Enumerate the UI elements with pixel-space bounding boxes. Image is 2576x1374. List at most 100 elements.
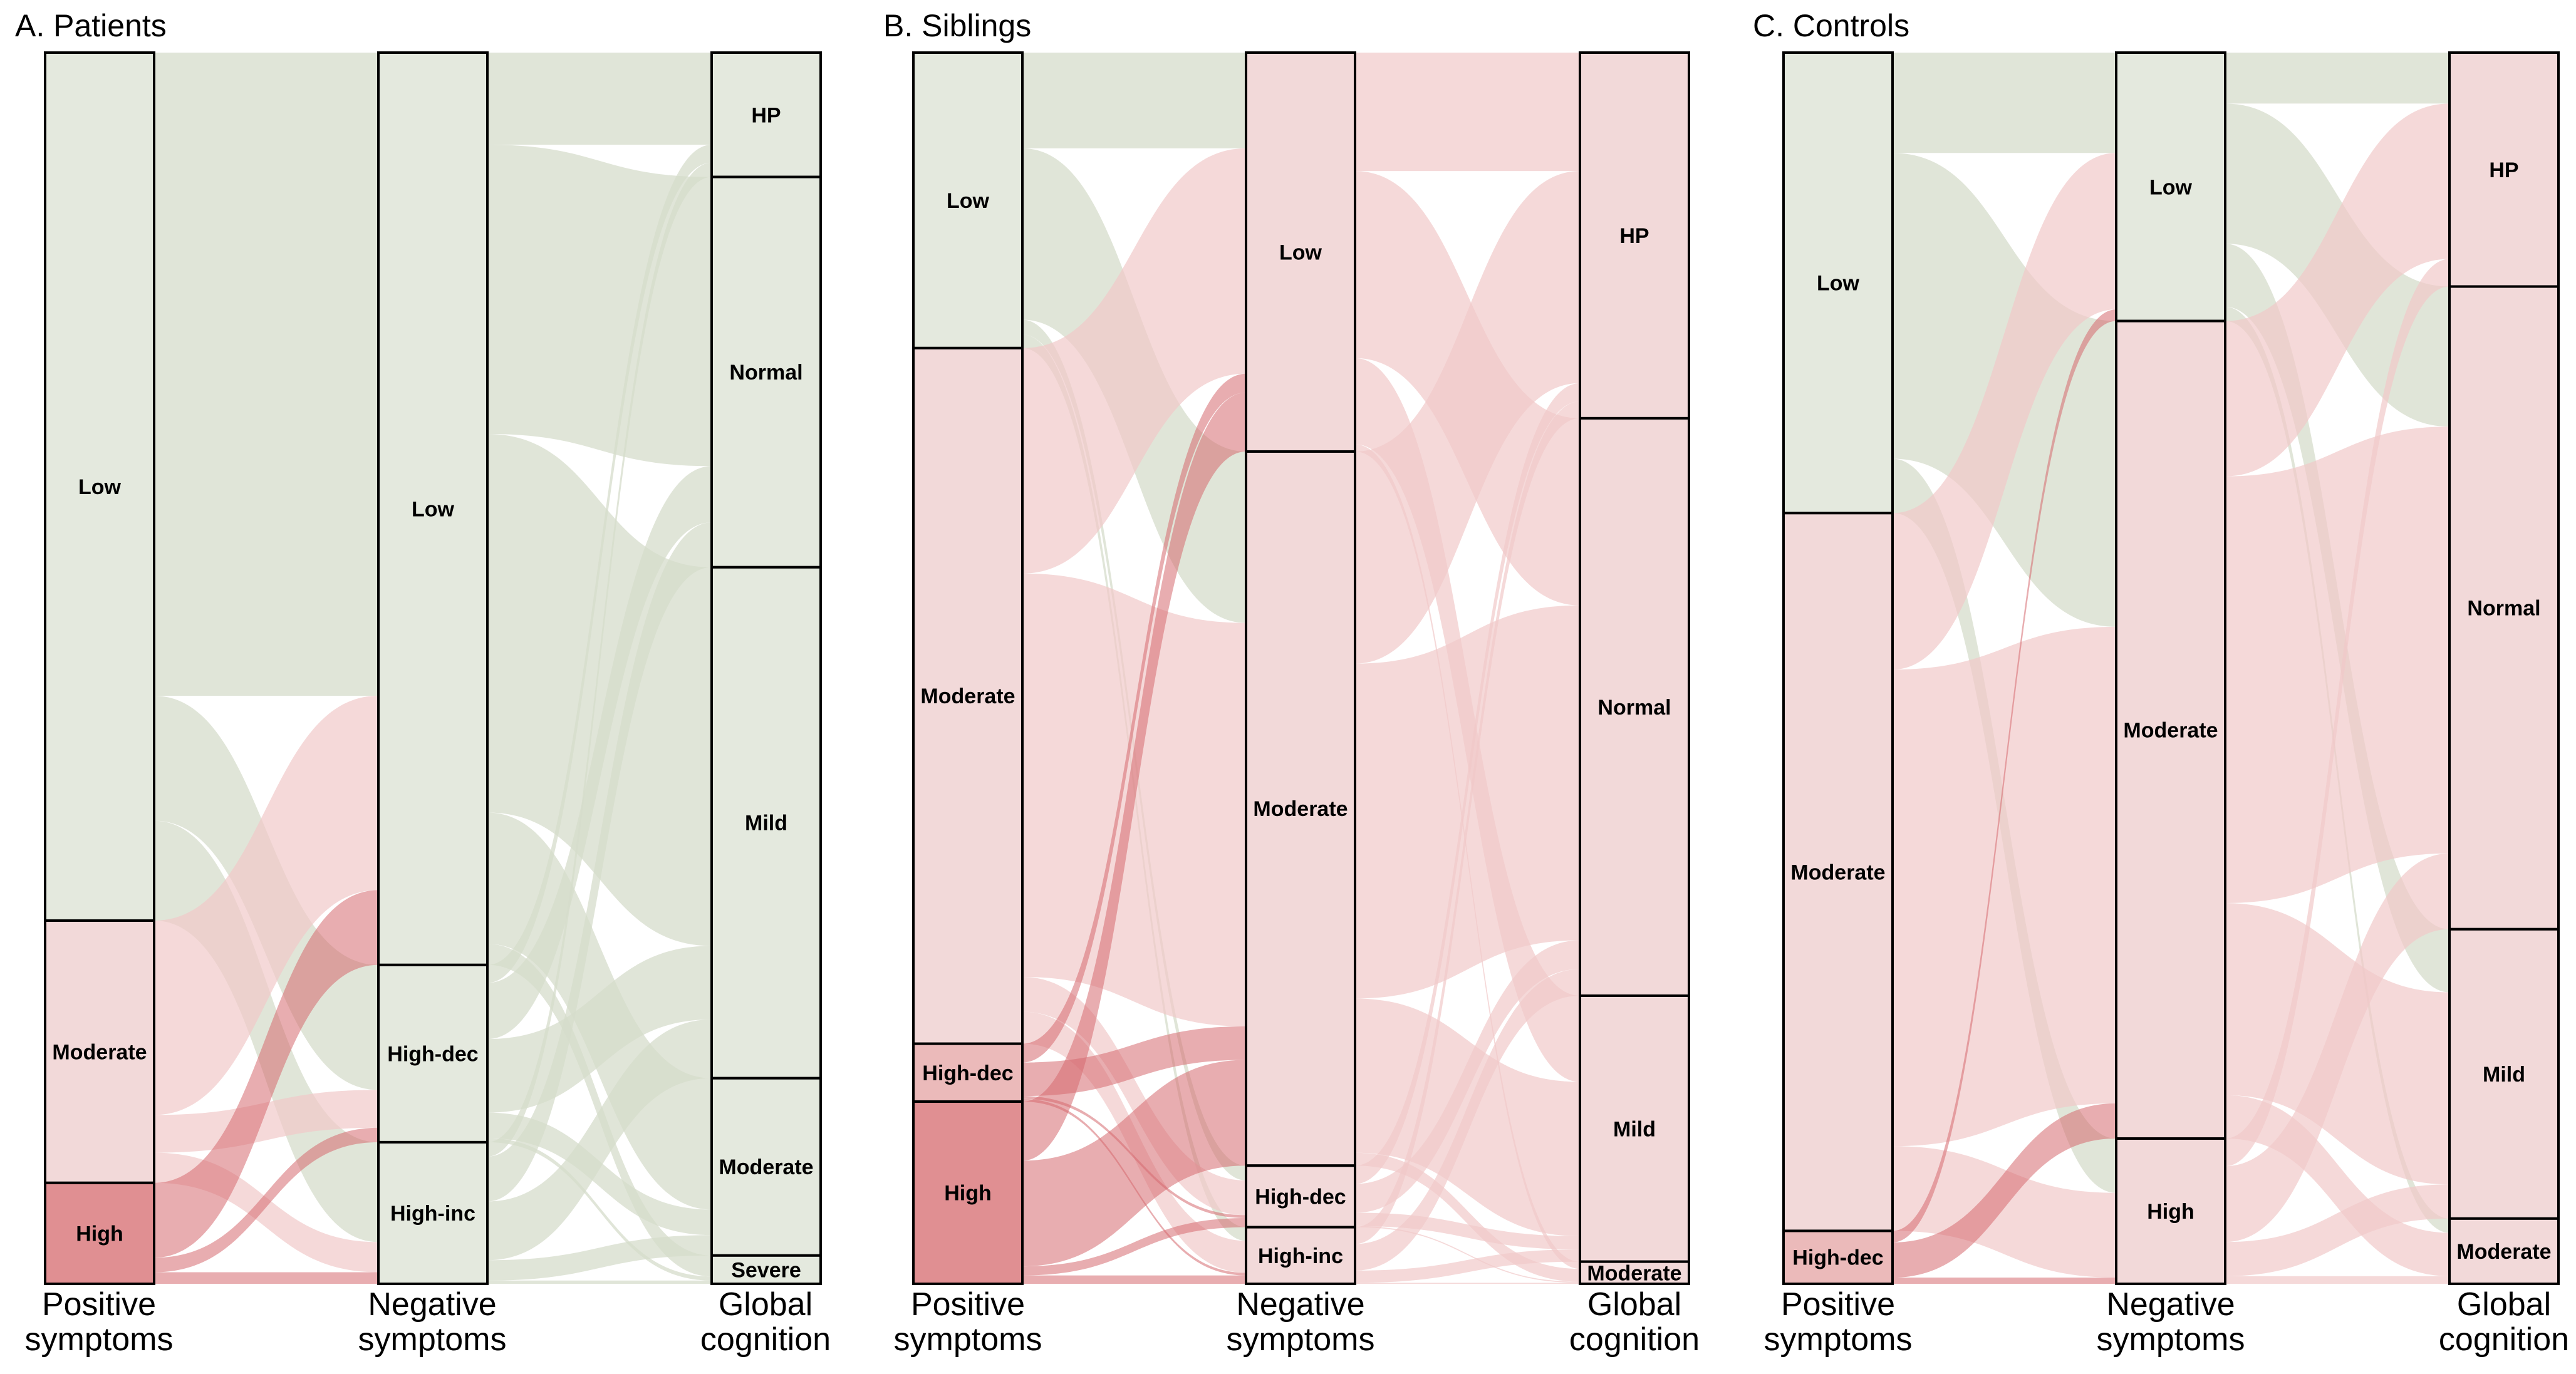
- node-label-hp: HP: [751, 103, 781, 127]
- node-low: [1245, 51, 1356, 453]
- flow-0-1-1: [1893, 626, 2116, 1147]
- flow-1-2-0: [487, 162, 712, 1157]
- axis-bar-positive-symptoms: Low Moderate High: [44, 51, 155, 1285]
- flow-1-2-0: [1355, 383, 1580, 1184]
- panel-title: C. Controls: [1753, 8, 1909, 43]
- node-high-dec: [1245, 1164, 1356, 1229]
- flow-1-2-0: [2225, 259, 2449, 1167]
- node-moderate: [2115, 319, 2226, 1140]
- flow-1-1-4: [487, 1138, 712, 1281]
- flow-0-2-0: [1022, 373, 1246, 1063]
- node-label-moderate: Moderate: [2123, 718, 2218, 742]
- node-label-low: Low: [2149, 175, 2193, 199]
- node-label-low: Low: [947, 189, 990, 213]
- axis-name-negative: Negative symptoms: [1227, 1286, 1375, 1358]
- flow-1-0-0: [487, 53, 712, 145]
- panel-controls: C. Controls Low Moderate High-dec Low Modera…: [1753, 8, 2569, 1358]
- node-moderate: [912, 346, 1024, 1045]
- flow-1-3-3: [1355, 1283, 1580, 1284]
- node-label-hp: HP: [1619, 224, 1649, 248]
- axis-name-cognition: Global cognition: [700, 1286, 831, 1358]
- flow-1-2-2: [2225, 1184, 2449, 1276]
- node-label-moderate: Moderate: [2456, 1240, 2551, 1264]
- node-label-normal: Normal: [1597, 696, 1671, 720]
- flow-0-2-0: [154, 890, 378, 1258]
- node-label-high: High: [2147, 1200, 2194, 1224]
- flow-0-2-2: [154, 1272, 378, 1284]
- axis-bar-global-cognition: HP Normal Mild Moderate: [2448, 51, 2560, 1285]
- flow-1-0-4: [487, 944, 712, 1277]
- node-layer: Low Moderate High-dec High Low Moderate High-d…: [912, 51, 1690, 1286]
- node-moderate: [2448, 1217, 2560, 1285]
- flow-0-3-3: [1022, 1275, 1246, 1284]
- axis-name-positive: Positive symptoms: [1764, 1286, 1913, 1358]
- axis-name-positive: Positive symptoms: [894, 1286, 1042, 1358]
- axis-name-cognition: Global cognition: [2439, 1286, 2569, 1358]
- node-layer: Low Moderate High-dec Low Moderate High HP Norm…: [1782, 51, 2560, 1286]
- axis-name-positive: Positive symptoms: [25, 1286, 174, 1358]
- node-label-mild: Mild: [2483, 1063, 2525, 1087]
- flow-0-1-0: [1893, 153, 2116, 670]
- node-normal: [2448, 285, 2560, 931]
- node-low: [377, 51, 489, 966]
- node-label-moderate: Moderate: [52, 1040, 147, 1064]
- node-label-moderate: Moderate: [1587, 1261, 1681, 1285]
- node-label-low: Low: [78, 475, 122, 499]
- node-moderate: [1579, 1260, 1690, 1286]
- node-high-dec: [1782, 1229, 1894, 1286]
- axis-bar-positive-symptoms: Low Moderate High-dec High: [912, 51, 1024, 1285]
- axis-name-layer: Positive symptoms Negative symptoms Global…: [894, 1286, 1700, 1358]
- flow-0-1-0: [1022, 148, 1246, 574]
- node-label-severe: Severe: [731, 1258, 801, 1282]
- node-normal: [1579, 416, 1690, 997]
- node-high: [44, 1181, 155, 1285]
- axis-bar-global-cognition: HP Normal Mild Moderate Severe: [710, 51, 822, 1285]
- node-low: [44, 51, 155, 922]
- node-label-high-dec: High-dec: [1792, 1246, 1883, 1270]
- flow-1-3-1: [1355, 969, 1580, 1271]
- flow-1-1-1: [487, 466, 712, 1040]
- flow-1-2-3: [487, 1235, 712, 1281]
- node-low: [912, 51, 1024, 349]
- node-label-high: High: [944, 1182, 992, 1206]
- axis-bar-negative-symptoms: Low High-dec High-inc: [377, 51, 489, 1286]
- node-moderate: [1245, 450, 1356, 1167]
- flow-0-1-2: [1893, 1146, 2116, 1278]
- flow-0-0-0: [1022, 53, 1246, 148]
- flow-1-1-2: [487, 946, 712, 1113]
- flow-1-1-3: [487, 1112, 712, 1236]
- node-label-low: Low: [412, 497, 455, 521]
- node-high-inc: [1245, 1226, 1356, 1285]
- flow-0-1-0: [154, 696, 378, 1115]
- node-label-high-dec: High-dec: [1255, 1185, 1346, 1209]
- node-label-normal: Normal: [2467, 597, 2540, 621]
- panel-title: A. Patients: [15, 8, 167, 43]
- flow-0-1-1: [154, 1090, 378, 1153]
- axis-bar-global-cognition: HP Normal Mild Moderate: [1579, 51, 1690, 1286]
- node-label-low: Low: [1817, 272, 1860, 296]
- node-high-dec: [377, 963, 489, 1144]
- node-high: [912, 1100, 1024, 1285]
- flow-1-3-0: [1355, 401, 1580, 1244]
- flow-1-0-1: [487, 145, 712, 467]
- axis-name-layer: Positive symptoms Negative symptoms Global…: [1764, 1286, 2570, 1358]
- node-label-mild: Mild: [1613, 1117, 1656, 1141]
- node-hp: [1579, 51, 1690, 420]
- node-label-high: High: [76, 1222, 123, 1246]
- axis-name-layer: Positive symptoms Negative symptoms Global…: [25, 1286, 831, 1358]
- flow-1-2-1: [1355, 940, 1580, 1213]
- flow-1-3-2: [1355, 1249, 1580, 1283]
- axis-name-cognition: Global cognition: [1569, 1286, 1700, 1358]
- flow-0-0-0: [1893, 53, 2116, 153]
- flow-layer: [154, 53, 712, 1284]
- flow-1-2-1: [487, 522, 712, 1202]
- panel-patients: A. Patients Low Moderate High Low High-dec Hi…: [15, 8, 831, 1358]
- flow-0-2-1: [154, 1127, 378, 1273]
- flow-1-0-0: [2225, 53, 2449, 104]
- flow-layer: [1022, 53, 1580, 1284]
- axis-bar-negative-symptoms: Low Moderate High: [2115, 51, 2226, 1285]
- flow-1-2-4: [487, 1280, 712, 1284]
- flow-0-3-2: [1022, 1218, 1246, 1276]
- flow-1-2-3: [2225, 1276, 2449, 1284]
